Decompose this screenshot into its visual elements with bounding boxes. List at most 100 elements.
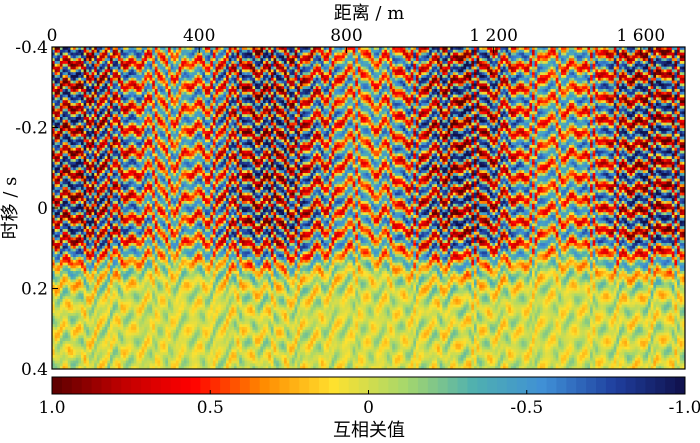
heatmap-cell — [112, 170, 116, 174]
heatmap-cell — [115, 276, 119, 280]
heatmap-cell — [73, 285, 77, 289]
heatmap-cell — [54, 86, 58, 90]
heatmap-cell — [125, 136, 130, 140]
heatmap-cell — [133, 178, 137, 182]
heatmap-cell — [67, 122, 72, 126]
heatmap-cell — [73, 313, 77, 317]
heatmap-cell — [67, 237, 72, 241]
heatmap-cell — [94, 313, 98, 317]
heatmap-cell — [91, 254, 95, 258]
heatmap-cell — [59, 181, 64, 185]
heatmap-cell — [54, 332, 58, 336]
heatmap-cell — [73, 55, 77, 59]
heatmap-cell — [81, 128, 85, 132]
heatmap-cell — [59, 363, 64, 367]
heatmap-cell — [128, 223, 132, 227]
heatmap-cell — [110, 83, 114, 87]
heatmap-cell — [133, 212, 137, 216]
heatmap-cell — [73, 192, 77, 196]
heatmap-cell — [70, 229, 74, 233]
heatmap-cell — [54, 61, 58, 65]
heatmap-cell — [65, 77, 69, 82]
heatmap-cell — [120, 150, 124, 154]
heatmap-cell — [115, 226, 119, 230]
heatmap-cell — [78, 150, 82, 154]
heatmap-cell — [133, 153, 137, 157]
heatmap-cell — [78, 287, 82, 292]
heatmap-cell — [52, 161, 56, 166]
heatmap-cell — [65, 201, 69, 205]
heatmap-cell — [78, 66, 82, 70]
heatmap-cell — [94, 145, 98, 149]
heatmap-cell — [94, 58, 98, 62]
heatmap-cell — [94, 75, 98, 79]
heatmap-cell — [59, 161, 64, 166]
heatmap-cell — [78, 94, 82, 98]
heatmap-cell — [94, 352, 98, 356]
heatmap-cell — [99, 77, 103, 82]
heatmap-cell — [102, 209, 106, 213]
heatmap-cell — [133, 58, 137, 62]
heatmap-cell — [110, 97, 114, 101]
heatmap-cell — [96, 335, 101, 339]
heatmap-cell — [125, 229, 130, 233]
heatmap-cell — [73, 315, 77, 320]
heatmap-cell — [73, 259, 77, 264]
heatmap-cell — [112, 296, 116, 300]
heatmap-cell — [120, 349, 124, 353]
heatmap-cell — [104, 125, 108, 129]
heatmap-cell — [115, 203, 119, 208]
heatmap-cell — [91, 114, 95, 118]
heatmap-cell — [75, 198, 79, 202]
heatmap-cell — [133, 318, 137, 322]
heatmap-cell — [99, 184, 103, 188]
heatmap-cell — [117, 63, 122, 68]
heatmap-cell — [115, 285, 119, 289]
heatmap-cell — [104, 75, 108, 79]
heatmap-cell — [75, 63, 79, 68]
heatmap-cell — [102, 153, 106, 157]
heatmap-cell — [115, 170, 119, 174]
heatmap-cell — [59, 318, 64, 322]
heatmap-cell — [78, 156, 82, 160]
heatmap-cell — [94, 156, 98, 160]
heatmap-cell — [52, 114, 56, 118]
heatmap-cell — [83, 357, 87, 362]
heatmap-cell — [112, 206, 116, 210]
heatmap-cell — [91, 343, 95, 348]
heatmap-cell — [131, 159, 135, 163]
heatmap-cell — [112, 69, 116, 73]
heatmap-cell — [133, 103, 137, 107]
heatmap-cell — [117, 91, 122, 96]
heatmap-cell — [75, 285, 79, 289]
heatmap-cell — [115, 181, 119, 185]
heatmap-cell — [128, 268, 132, 272]
heatmap-cell — [65, 271, 69, 275]
heatmap-cell — [81, 195, 85, 199]
heatmap-cell — [83, 206, 87, 210]
heatmap-cell — [112, 156, 116, 160]
heatmap-cell — [91, 271, 95, 275]
heatmap-cell — [128, 293, 132, 297]
heatmap-cell — [115, 55, 119, 59]
heatmap-cell — [73, 324, 77, 328]
heatmap-cell — [94, 77, 98, 82]
heatmap-cell — [70, 237, 74, 241]
heatmap-cell — [94, 220, 98, 224]
heatmap-cell — [83, 159, 87, 163]
heatmap-cell — [112, 217, 116, 222]
heatmap-cell — [81, 282, 85, 286]
heatmap-cell — [104, 150, 108, 154]
heatmap-cell — [73, 287, 77, 292]
heatmap-cell — [112, 192, 116, 196]
heatmap-cell — [120, 279, 124, 283]
heatmap-cell — [54, 108, 58, 112]
heatmap-cell — [65, 52, 69, 56]
heatmap-cell — [96, 217, 101, 222]
heatmap-cell — [91, 282, 95, 286]
heatmap-cell — [52, 117, 56, 121]
heatmap-cell — [107, 139, 111, 143]
heatmap-cell — [99, 209, 103, 213]
heatmap-cell — [65, 307, 69, 311]
heatmap-cell — [115, 245, 119, 250]
